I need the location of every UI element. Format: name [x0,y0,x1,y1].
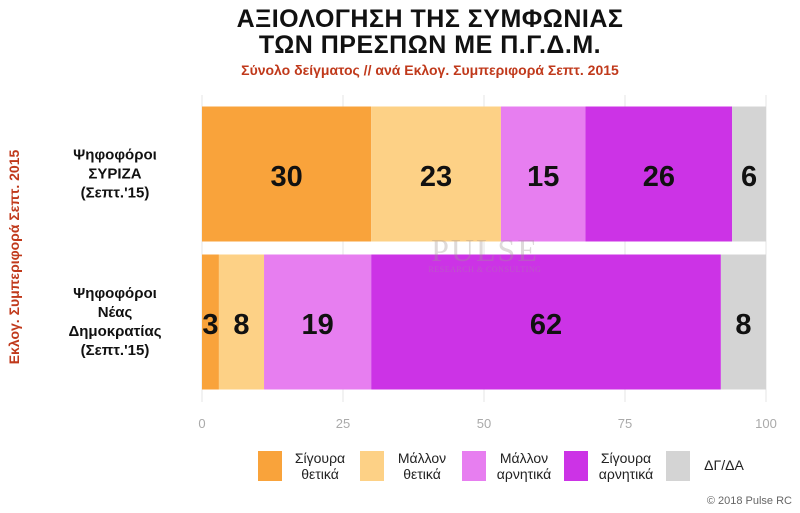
category-label-1: Ψηφοφόροι Νέας Δημοκρατίας (Σεπτ.'15) [40,284,190,360]
bar-seg-c0-s3 [585,106,733,242]
bar-seg-c0-s4 [732,106,766,242]
value-label-c1-s0: 3 [202,309,218,341]
legend-label: ΔΓ/ΔΑ [704,457,744,473]
x-tick-label-0: 0 [198,416,205,431]
legend-item-3: Σίγουρα αρνητικά [564,450,658,482]
legend-label: Μάλλον θετικά [397,450,447,482]
value-label-c0-s0: 30 [270,161,302,193]
bar-seg-c0-s0 [202,106,372,242]
watermark-main-text: PULSE [431,232,539,268]
legend-swatch [462,451,486,481]
legend-label: Σίγουρα αρνητικά [598,450,654,482]
bar-seg-c1-s1 [218,254,265,390]
value-label-c0-s1: 23 [420,161,452,193]
bar-seg-c1-s2 [264,254,372,390]
category-label-line: Ψηφοφόροι [73,146,157,164]
chart-value-labels: 30 23 15 26 63 8 19 62 8 [202,161,757,341]
value-label-c1-s3: 62 [530,309,562,341]
value-label-c0-s4: 6 [741,161,757,193]
value-label-c1-s1: 8 [233,309,249,341]
category-label-line: (Σεπτ.'15) [80,184,150,202]
x-tick-label-2: 50 [477,416,491,431]
legend-item-4: ΔΓ/ΔΑ [666,450,752,481]
x-tick-label-4: 100 [755,416,777,431]
chart-title-line-1: ΑΞΙΟΛΟΓΗΣΗ ΤΗΣ ΣΥΜΦΩΝΙΑΣ [236,5,624,33]
legend-swatch [360,451,384,481]
copyright-text: © 2018 Pulse RC [706,495,792,507]
legend-swatch [258,451,282,481]
chart-title-line-2: ΤΩΝ ΠΡΕΣΠΩΝ ΜΕ Π.Γ.Δ.Μ. [258,31,602,59]
category-label-0: Ψηφοφόροι ΣΥΡΙΖΑ (Σεπτ.'15) [40,146,190,203]
legend-label: Μάλλον αρνητικά [496,450,552,482]
bar-seg-c0-s1 [371,106,501,242]
legend-item-2: Μάλλον αρνητικά [462,450,556,482]
category-label-line: Δημοκρατίας [68,323,162,340]
category-label-line: Νέας [97,304,133,321]
value-label-c0-s3: 26 [643,161,675,193]
category-label-line: Ψηφοφόροι [73,285,157,302]
value-label-c0-s2: 15 [527,161,559,193]
pulse-watermark-logo: PULSE RESEARCH & CONSULTING [420,232,550,274]
category-label-line: (Σεπτ.'15) [80,342,150,359]
value-label-c1-s2: 19 [301,309,333,341]
legend-swatch [564,451,588,481]
watermark-sub-text: RESEARCH & CONSULTING [428,265,542,274]
legend-swatch [666,451,690,481]
bar-seg-c0-s2 [500,106,586,242]
x-tick-label-1: 25 [336,416,350,431]
chart-subtitle: Σύνολο δείγματος // ανά Εκλογ. Συμπεριφο… [241,62,619,78]
category-label-line: ΣΥΡΙΖΑ [88,165,142,183]
bar-seg-c1-s3 [371,254,721,390]
chart-legend: Σίγουρα θετικά Μάλλον θετικά Μάλλον αρνητικά Σ… [258,450,752,482]
legend-item-0: Σίγουρα θετικά [258,450,352,482]
bar-seg-c1-s4 [720,254,766,390]
legend-item-1: Μάλλον θετικά [360,450,454,482]
x-tick-label-3: 75 [618,416,632,431]
value-label-c1-s4: 8 [735,309,751,341]
chart-x-ticks: 0 25 50 75 100 [198,416,776,431]
chart-bars [202,106,766,390]
bar-seg-c1-s0 [202,254,219,390]
legend-label: Σίγουρα θετικά [294,450,346,482]
